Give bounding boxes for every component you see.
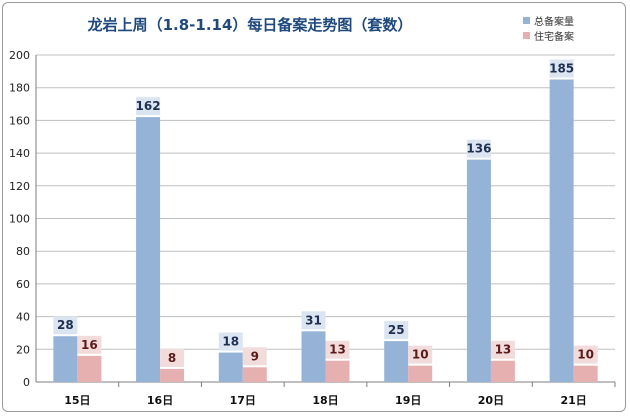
- data-label-box-total: [218, 332, 243, 351]
- legend-label-total: 总备案量: [534, 17, 574, 28]
- data-label-box-total: [549, 59, 574, 78]
- data-label-box-total: [466, 139, 491, 158]
- y-tick-label: 60: [16, 278, 30, 291]
- y-tick-label: 0: [23, 376, 30, 389]
- bar-total: [549, 79, 574, 383]
- data-label-box-residential: [242, 347, 267, 366]
- x-category-label: 16日: [147, 394, 173, 407]
- x-category-label: 19日: [395, 394, 421, 407]
- data-label-residential: 13: [495, 343, 512, 357]
- data-label-box-total: [301, 311, 326, 330]
- data-label-box-residential: [573, 345, 598, 364]
- y-tick-label: 180: [9, 82, 30, 95]
- x-category-label: 17日: [230, 394, 256, 407]
- data-label-residential: 8: [168, 351, 176, 365]
- bar-residential: [490, 360, 515, 382]
- bar-residential: [242, 367, 267, 382]
- data-label-total: 18: [222, 335, 239, 349]
- bar-total: [53, 336, 78, 382]
- bar-residential: [325, 360, 350, 382]
- x-category-label: 18日: [312, 394, 338, 407]
- legend-item-residential: 住宅备案: [523, 28, 574, 43]
- data-label-total: 28: [57, 318, 74, 332]
- y-tick-label: 200: [9, 49, 30, 62]
- legend: 总备案量 住宅备案: [523, 13, 574, 43]
- y-tick-label: 120: [9, 180, 30, 193]
- data-label-box-total: [53, 316, 78, 335]
- legend-swatch-total: [523, 17, 530, 24]
- legend-label-residential: 住宅备案: [534, 32, 574, 43]
- x-category-label: 20日: [478, 394, 504, 407]
- data-label-box-residential: [408, 345, 433, 364]
- bar-residential: [408, 365, 433, 382]
- x-category-label: 21日: [560, 394, 586, 407]
- legend-item-total: 总备案量: [523, 13, 574, 28]
- bar-total: [384, 341, 409, 382]
- data-label-box-residential: [490, 340, 515, 359]
- bar-total: [466, 159, 491, 382]
- bar-total: [301, 331, 326, 382]
- data-label-box-residential: [160, 348, 185, 367]
- y-tick-label: 20: [16, 343, 30, 356]
- bar-residential: [160, 368, 185, 382]
- y-tick-label: 160: [9, 114, 30, 127]
- data-label-box-total: [136, 97, 161, 116]
- bar-total: [136, 117, 161, 382]
- data-label-residential: 9: [251, 349, 259, 363]
- data-label-total: 185: [549, 62, 574, 76]
- legend-swatch-residential: [523, 32, 530, 39]
- data-label-total: 136: [466, 142, 491, 156]
- data-label-residential: 10: [412, 348, 429, 362]
- data-label-box-residential: [77, 335, 102, 354]
- data-label-box-residential: [325, 340, 350, 359]
- chart-title: 龙岩上周（1.8-1.14）每日备案走势图（套数）: [87, 16, 413, 34]
- data-label-total: 25: [388, 323, 405, 337]
- data-label-residential: 10: [577, 348, 594, 362]
- y-tick-label: 40: [16, 311, 30, 324]
- y-tick-label: 100: [9, 213, 30, 226]
- bar-total: [218, 352, 243, 382]
- y-tick-label: 80: [16, 245, 30, 258]
- data-label-residential: 16: [81, 338, 98, 352]
- y-tick-label: 140: [9, 147, 30, 160]
- data-label-total: 162: [136, 99, 161, 113]
- bar-residential: [77, 355, 102, 382]
- x-category-label: 15日: [64, 394, 90, 407]
- data-label-box-total: [384, 321, 409, 340]
- data-label-total: 31: [305, 313, 322, 327]
- data-label-residential: 13: [329, 343, 346, 357]
- bar-residential: [573, 365, 598, 382]
